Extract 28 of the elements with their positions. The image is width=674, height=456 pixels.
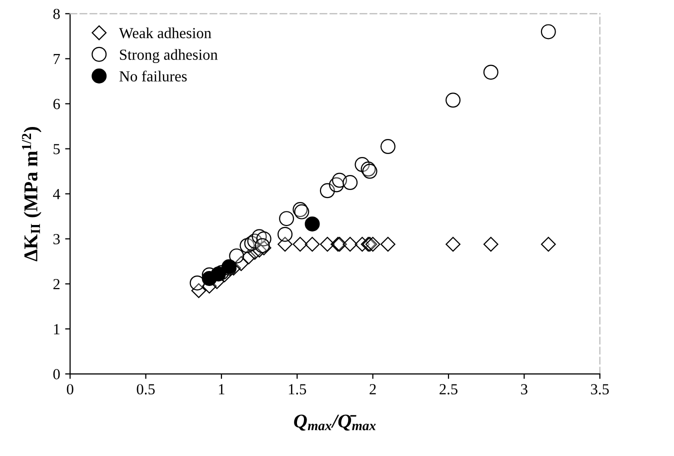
y-tick-label: 7 — [54, 54, 60, 64]
point — [304, 216, 320, 232]
legend-label: Weak adhesion — [119, 28, 212, 38]
x-tick-label: 0 — [66, 384, 74, 394]
point — [365, 236, 380, 252]
y-tick-label: 2 — [53, 279, 60, 290]
y-tick-label: 0 — [53, 369, 60, 380]
point — [190, 275, 205, 290]
y-tick-label: 8 — [53, 8, 60, 20]
x-tick-label: 3 — [521, 384, 528, 394]
x-tick-label: 3.5 — [591, 384, 609, 394]
legend-label: No failures — [119, 70, 187, 82]
y-axis-title: ΔK$_{II}$ (MPa m$^{1/2}$) — [22, 126, 42, 262]
y-tick-label: 1 — [54, 324, 60, 334]
x-tick-label: 2 — [370, 384, 376, 394]
point — [210, 266, 226, 282]
legend-label: Strong adhesion — [120, 49, 218, 64]
x-tick-label: 1 — [218, 384, 224, 394]
point — [278, 226, 293, 242]
y-tick-label: 5 — [54, 144, 60, 154]
x-tick-label: 1.5 — [288, 384, 306, 394]
y-tick-label: 6 — [53, 98, 60, 110]
y-tick-label: 3 — [53, 234, 60, 244]
x-tick-label: 2.5 — [440, 384, 458, 394]
point — [342, 175, 358, 190]
x-axis-title: Q$_{max}$/Q̄$_{max}$ — [294, 414, 376, 431]
x-tick-label: 0.5 — [136, 384, 155, 394]
y-tick-label: 4 — [53, 189, 60, 200]
